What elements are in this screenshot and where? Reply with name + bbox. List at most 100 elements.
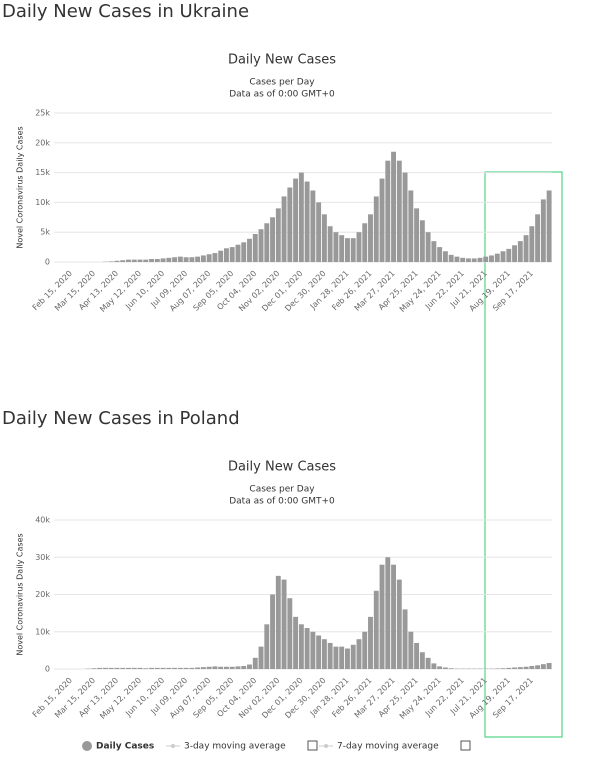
bar	[339, 235, 344, 262]
subtitle: Cases per Day	[249, 485, 315, 495]
bar	[454, 257, 459, 262]
heading: Daily New Cases in Poland	[2, 408, 240, 429]
bar	[437, 666, 442, 669]
bar	[449, 668, 454, 669]
bar	[282, 580, 287, 669]
bar	[247, 665, 252, 669]
bar	[357, 639, 362, 669]
bar	[189, 668, 194, 669]
bar	[547, 190, 552, 262]
y-tick-label: 15k	[35, 168, 50, 177]
bar	[115, 261, 120, 262]
bar	[495, 254, 500, 262]
legend-marker	[324, 744, 328, 748]
bar	[322, 214, 327, 262]
y-tick-label: 30k	[35, 553, 50, 562]
legend-checkbox[interactable]	[308, 741, 317, 750]
bar	[495, 668, 500, 669]
legend-marker	[171, 744, 175, 748]
bar	[201, 255, 206, 262]
bar	[282, 196, 287, 262]
bar	[431, 663, 436, 669]
bar	[460, 258, 465, 262]
bar	[224, 248, 229, 262]
bar	[276, 208, 281, 262]
bar	[120, 260, 125, 262]
bar	[362, 632, 367, 669]
bar	[224, 667, 229, 669]
y-tick-label: 10k	[35, 198, 50, 207]
bar	[397, 580, 402, 669]
bar	[299, 173, 304, 262]
bar	[166, 668, 171, 669]
bar	[120, 668, 125, 669]
bar	[241, 666, 246, 669]
bar	[524, 235, 529, 262]
bar	[259, 647, 264, 669]
y-tick-label: 5k	[40, 228, 50, 237]
bar	[264, 624, 269, 669]
bar	[351, 645, 356, 669]
bar	[541, 199, 546, 262]
bar	[426, 658, 431, 669]
bar	[109, 261, 114, 262]
bar	[535, 214, 540, 262]
x-tick-label: Feb 15, 2020	[31, 269, 74, 312]
y-tick-label: 0	[45, 258, 50, 267]
bar	[385, 161, 390, 262]
note: Data as of 0:00 GMT+0	[229, 497, 335, 507]
bar	[247, 239, 252, 262]
bar	[189, 257, 194, 262]
bar	[115, 668, 120, 669]
bar	[143, 668, 148, 669]
bar	[207, 254, 212, 262]
bar	[253, 658, 258, 669]
y-tick-label: 10k	[35, 627, 50, 636]
bar	[132, 668, 137, 669]
bar	[547, 663, 552, 669]
bar	[529, 666, 534, 669]
bar	[276, 576, 281, 669]
bar	[426, 232, 431, 262]
bar	[403, 173, 408, 262]
bar	[126, 668, 131, 669]
bar	[195, 257, 200, 262]
bar	[161, 668, 166, 669]
bar	[524, 667, 529, 669]
bar	[316, 202, 321, 262]
note: Data as of 0:00 GMT+0	[229, 90, 335, 100]
bar	[287, 188, 292, 263]
bar	[437, 247, 442, 262]
bar	[431, 241, 436, 262]
y-axis-label: Novel Coronavirus Daily Cases	[16, 533, 25, 655]
bar	[178, 668, 183, 669]
legend-label: 3-day moving average	[184, 742, 286, 752]
bar	[149, 668, 154, 669]
bar	[201, 667, 206, 669]
bar	[97, 668, 102, 669]
bar	[380, 565, 385, 669]
bar	[161, 258, 166, 262]
legend-checkbox[interactable]	[461, 741, 470, 750]
legend-marker	[82, 741, 92, 751]
bar	[253, 234, 258, 262]
bar	[414, 643, 419, 669]
bar	[374, 591, 379, 669]
bar	[541, 664, 546, 669]
heading: Daily New Cases in Ukraine	[2, 1, 249, 22]
bar	[420, 220, 425, 262]
bar	[230, 667, 235, 669]
bar	[408, 190, 413, 262]
bar	[449, 255, 454, 262]
bar	[91, 668, 96, 669]
subtitle: Cases per Day	[249, 78, 315, 88]
bar	[420, 652, 425, 669]
bar	[172, 668, 177, 669]
bar	[506, 668, 511, 669]
bar	[178, 257, 183, 262]
bar	[501, 668, 506, 669]
bar	[483, 257, 488, 262]
bar	[259, 229, 264, 262]
bar	[351, 238, 356, 262]
bar	[166, 258, 171, 262]
